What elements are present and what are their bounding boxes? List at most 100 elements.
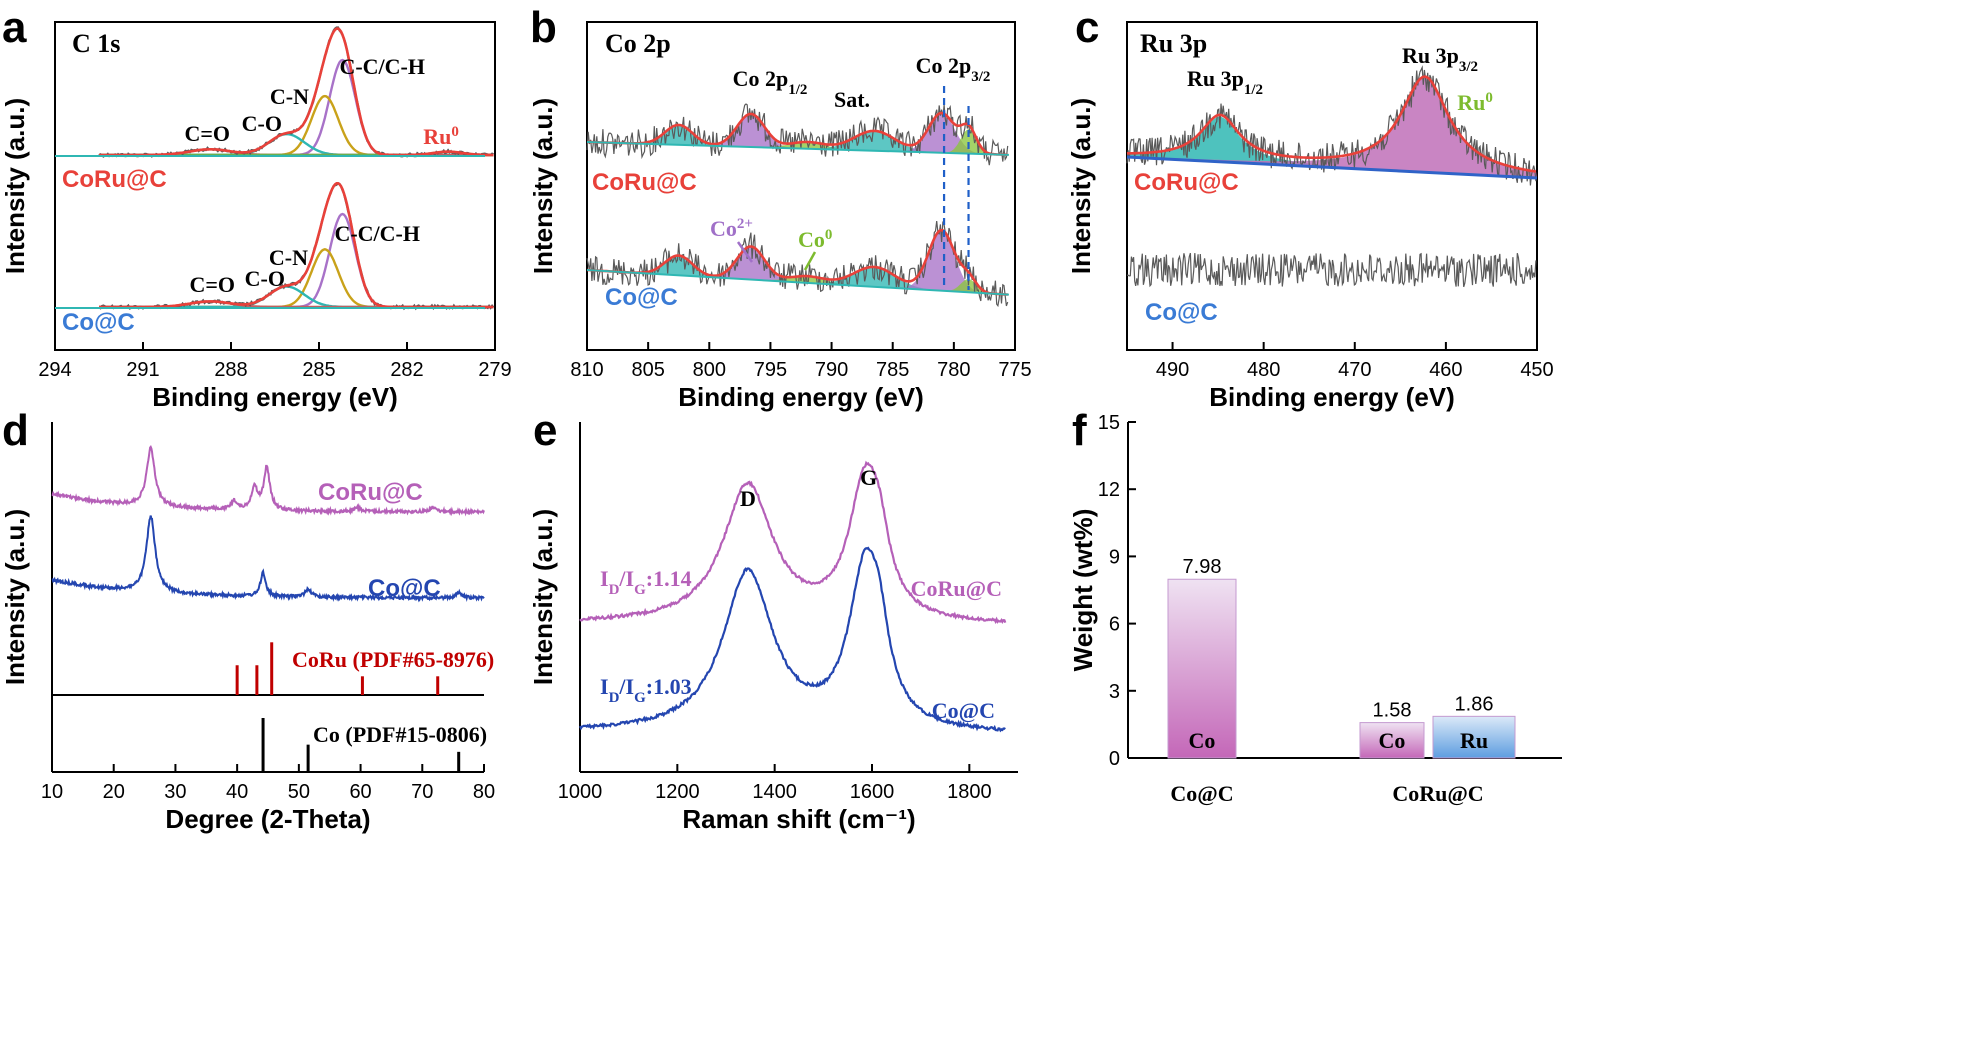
panel-b-label: b: [530, 3, 557, 52]
panel-b-component-coru: [587, 125, 1009, 155]
panel-b-xlabel: Binding energy (eV): [678, 382, 924, 412]
x-tick-label-c: 460: [1429, 359, 1462, 381]
x-tick-label-a: 285: [302, 359, 335, 381]
panel-b-envelope-coru: [587, 111, 1008, 157]
panel-c-component: [1127, 77, 1537, 178]
panel-e-series-label-co: Co@C: [932, 698, 995, 723]
panel-b-envelope-co: [586, 228, 1008, 296]
x-tick-label-d: 40: [226, 781, 248, 803]
panel-f-ylabel: Weight (wt%): [1068, 509, 1098, 672]
panel-e-ylabel: Intensity (a.u.): [528, 509, 558, 685]
panel-d-label: d: [2, 406, 29, 455]
x-tick-label-a: 282: [390, 359, 423, 381]
panel-f-category-coc: Co@C: [1170, 781, 1233, 806]
x-tick-label-b: 775: [998, 359, 1031, 381]
panel-f-bar-Co@C-Co: [1167, 578, 1237, 759]
x-tick-label-d: 60: [349, 781, 371, 803]
panel-f-bar-CoRu@C-Ru: [1432, 715, 1516, 759]
panel-f-bar-value: 1.86: [1455, 693, 1494, 715]
panel-c-series-co: Co@C: [1145, 299, 1218, 326]
panel-d-series-coru: [51, 445, 485, 517]
panel-c-ann-p12: Ru 3p1/2: [1187, 66, 1263, 98]
panel-f-bar-element: Ru: [1460, 728, 1488, 753]
panel-d-ylabel: Intensity (a.u.): [0, 509, 30, 685]
y-tick-label-f: 9: [1109, 546, 1120, 568]
panel-d-series-label-co: Co@C: [368, 575, 441, 602]
panel-f-category-coruc: CoRu@C: [1392, 781, 1483, 806]
panel-a-label: a: [2, 3, 27, 52]
panel-f-label: f: [1072, 406, 1087, 455]
panel-a-ann-ru: Ru0: [423, 124, 459, 149]
panel-b-ann-co0: Co0: [798, 227, 832, 252]
panel-a-ann-coo-top: C=O: [184, 121, 230, 146]
y-tick-label-f: 6: [1109, 614, 1120, 636]
panel-b-ann-sat: Sat.: [834, 87, 870, 112]
panel-a-ylabel: Intensity (a.u.): [0, 98, 30, 274]
panel-a-ann-cn-top: C-N: [270, 84, 309, 109]
y-tick-label-f: 3: [1109, 681, 1120, 703]
x-tick-label-b: 780: [937, 359, 970, 381]
panel-c-series-coru: CoRu@C: [1134, 169, 1239, 196]
x-tick-label-e: 1800: [947, 781, 992, 803]
x-tick-label-a: 294: [38, 359, 71, 381]
panel-a-title: C 1s: [72, 29, 120, 58]
x-tick-label-e: 1000: [558, 781, 603, 803]
panel-c: c Ru 3p 490 480 470 460 450 Binding energy (eV)…: [1066, 3, 1554, 412]
panel-c-component: [1127, 116, 1537, 178]
panel-e-xlabel: Raman shift (cm⁻¹): [682, 804, 915, 834]
panel-b-arrow-co0: [803, 251, 817, 271]
x-tick-label-a: 279: [478, 359, 511, 381]
panel-b-title: Co 2p: [605, 29, 671, 58]
panel-d-ref-label-co: Co (PDF#15-0806): [313, 722, 487, 747]
panel-f-bar-element: Co: [1189, 728, 1216, 753]
panel-b-arrow-co2: [736, 241, 754, 263]
x-tick-label-d: 20: [103, 781, 125, 803]
panel-b-baseline-coru: [586, 141, 1009, 156]
x-tick-label-b: 790: [815, 359, 848, 381]
x-tick-label-d: 80: [473, 781, 495, 803]
panel-b-raw-coru: [586, 103, 1009, 166]
x-tick-label-c: 490: [1156, 359, 1189, 381]
panel-c-ann-p32: Ru 3p3/2: [1402, 43, 1478, 75]
panel-d-ref-label-coru: CoRu (PDF#65-8976): [292, 647, 494, 672]
x-tick-label-b: 795: [754, 359, 787, 381]
panel-a-envelope-coru: [99, 27, 494, 157]
panel-e-series-co: [579, 546, 1006, 733]
y-tick-label-f: 12: [1098, 479, 1120, 501]
panel-e-band-d: D: [740, 486, 756, 511]
panel-c-ann-ru: Ru0: [1457, 90, 1493, 115]
x-tick-label-b: 800: [693, 359, 726, 381]
x-tick-label-e: 1600: [850, 781, 895, 803]
panel-e-label: e: [533, 406, 557, 455]
panel-c-baseline: [1126, 155, 1538, 180]
y-tick-label-f: 15: [1098, 412, 1120, 434]
panel-c-label: c: [1075, 3, 1099, 52]
panel-b-series-coru: CoRu@C: [592, 169, 697, 196]
panel-a-frame: [54, 21, 496, 351]
panel-f: f 0 3 6 9 12 15 Weight (wt%) 7.98 Co 1.58 Co 1.86 Ru C…: [1068, 406, 1562, 806]
panel-a-ann-cc-bot: C-C/C-H: [334, 221, 420, 246]
panel-c-envelope-coru: [1126, 75, 1537, 173]
panel-a-series-co: Co@C: [62, 309, 135, 336]
x-tick-label-a: 291: [126, 359, 159, 381]
x-tick-label-b: 810: [570, 359, 603, 381]
panel-a-component-co: [99, 285, 494, 309]
x-tick-label-c: 470: [1338, 359, 1371, 381]
panel-c-title: Ru 3p: [1140, 29, 1207, 58]
x-tick-label-a: 288: [214, 359, 247, 381]
x-tick-label-b: 785: [876, 359, 909, 381]
x-tick-label-b: 805: [631, 359, 664, 381]
panel-c-raw-co: [1126, 252, 1537, 288]
panel-c-ylabel: Intensity (a.u.): [1066, 98, 1096, 274]
x-tick-label-d: 70: [411, 781, 433, 803]
panel-d-series-label-coru: CoRu@C: [318, 479, 423, 506]
panel-f-bar-value: 7.98: [1183, 556, 1222, 578]
panel-b-ann-co2: Co2+: [710, 216, 753, 241]
panel-d-series-co: [51, 515, 485, 603]
panel-e: e 1000 1200 1400 1600 1800 Raman shift (cm⁻¹) I…: [528, 406, 1018, 834]
panel-a-xlabel: Binding energy (eV): [152, 382, 398, 412]
panel-b-series-co: Co@C: [605, 284, 678, 311]
panel-a-ann-co-top: C-O: [242, 111, 282, 136]
x-tick-label-e: 1200: [655, 781, 700, 803]
